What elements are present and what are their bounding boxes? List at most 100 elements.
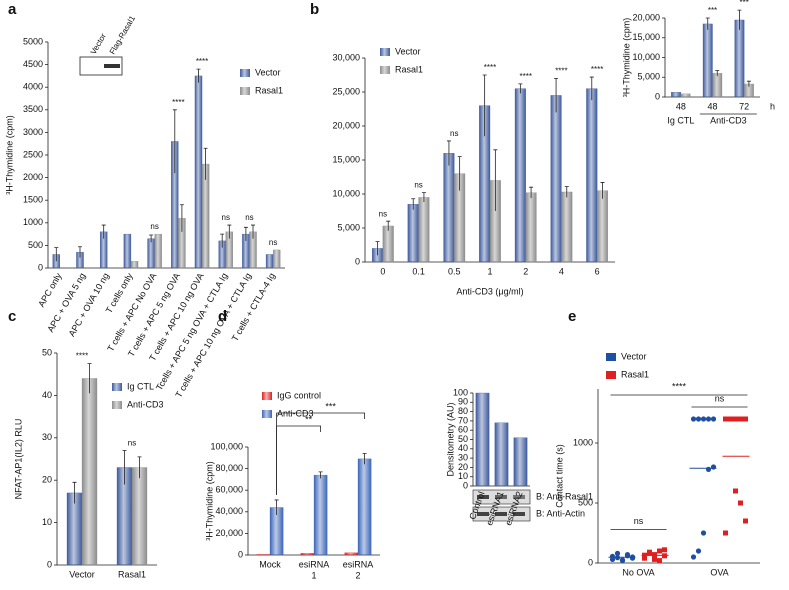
bar	[586, 88, 598, 263]
error-bar	[746, 80, 751, 87]
bar	[671, 92, 681, 98]
point	[743, 518, 748, 524]
bar	[712, 73, 723, 98]
significance: ns	[269, 238, 277, 247]
significance: ns	[450, 129, 458, 138]
point	[723, 416, 728, 422]
y-tick-label: 0	[355, 256, 360, 266]
error-bar	[564, 186, 569, 198]
point	[700, 416, 707, 422]
point	[705, 416, 712, 422]
point	[733, 416, 738, 422]
x-tick-label: 2	[355, 570, 360, 580]
point	[662, 547, 667, 553]
panel-letter: b	[310, 1, 319, 18]
y-axis-label: ³H-Thymidine (cpm)	[4, 115, 14, 195]
y-tick-label: 2500	[23, 149, 43, 159]
y-tick-label: 80,000	[215, 463, 243, 473]
point	[619, 557, 626, 563]
point	[695, 548, 702, 554]
y-tick-label: 500	[28, 240, 43, 250]
point	[738, 500, 743, 506]
error-bar	[715, 70, 720, 77]
significance: ****	[555, 67, 567, 76]
band	[495, 512, 507, 516]
error-bar	[457, 156, 462, 191]
point	[657, 548, 662, 554]
y-tick-label: 0	[588, 557, 593, 567]
significance: ***	[739, 0, 748, 7]
significance: ***	[708, 6, 717, 15]
y-tick-label: 10	[458, 471, 468, 481]
blot-band	[104, 64, 120, 68]
significance: ns	[715, 393, 725, 403]
panel-letter: c	[8, 308, 16, 325]
legend-swatch	[240, 87, 250, 95]
y-tick-label: 20	[42, 475, 52, 485]
y-axis-label: Densitometry (AU)	[445, 402, 455, 476]
bar	[561, 191, 573, 263]
significance: ****	[591, 65, 603, 74]
y-tick-label: 500	[578, 497, 593, 507]
point	[705, 466, 712, 472]
y-tick-label: 0	[238, 549, 243, 559]
x-tick-label: OVA	[710, 567, 728, 577]
significance: ****	[519, 72, 531, 81]
legend-swatch	[380, 48, 390, 56]
point	[710, 416, 717, 422]
bar	[272, 249, 281, 269]
bar	[443, 153, 455, 263]
bar	[66, 492, 83, 566]
point	[728, 416, 733, 422]
axis	[597, 389, 760, 564]
y-tick-label: 15,000	[332, 154, 360, 164]
error-bar	[482, 74, 487, 137]
error-bar	[227, 224, 232, 239]
significance: ****	[76, 352, 88, 361]
y-tick-label: 10,000	[332, 188, 360, 198]
y-tick-label: 30,000	[332, 52, 360, 62]
y-axis-label: ³H-Thymidine (cpm)	[621, 18, 631, 98]
bar	[154, 233, 162, 269]
y-tick-label: 4000	[23, 82, 43, 92]
significance: ***	[325, 401, 336, 411]
x-tick-label: 0	[380, 266, 385, 276]
y-tick-label: 60,000	[215, 485, 243, 495]
y-tick-label: 10,000	[632, 52, 660, 62]
error-bar	[737, 9, 742, 30]
y-tick-label: 3500	[23, 104, 43, 114]
error-bar	[77, 246, 82, 258]
bar	[313, 474, 328, 556]
y-tick-label: 4500	[23, 59, 43, 69]
x-tick-label: esiRNA	[343, 559, 374, 569]
legend-label: Vector	[621, 351, 647, 361]
y-tick-label: 5000	[23, 36, 43, 46]
legend-label: Vector	[395, 46, 421, 56]
bar	[494, 422, 509, 487]
legend-label: Rasal1	[395, 64, 423, 74]
point	[738, 416, 743, 422]
error-bar	[274, 499, 279, 516]
panel-letter: d	[218, 308, 227, 325]
panel-letter: e	[568, 308, 576, 325]
x-tick-label: 6	[595, 266, 600, 276]
significance: ****	[484, 63, 496, 72]
y-tick-label: 40	[42, 390, 52, 400]
error-bar	[87, 363, 92, 394]
point	[723, 530, 728, 536]
bar	[147, 238, 155, 269]
y-tick-label: 2000	[23, 172, 43, 182]
legend-swatch	[240, 69, 250, 77]
bar	[734, 19, 745, 98]
legend-swatch	[112, 401, 122, 409]
legend-label: Rasal1	[255, 85, 283, 95]
bar	[131, 467, 148, 566]
significance: ns	[379, 209, 387, 218]
panel-letter: a	[8, 1, 17, 18]
y-tick-label: 0	[655, 91, 660, 101]
bar	[344, 552, 359, 556]
y-tick-label: 60	[458, 425, 468, 435]
bar	[256, 554, 271, 556]
bar	[300, 553, 315, 556]
